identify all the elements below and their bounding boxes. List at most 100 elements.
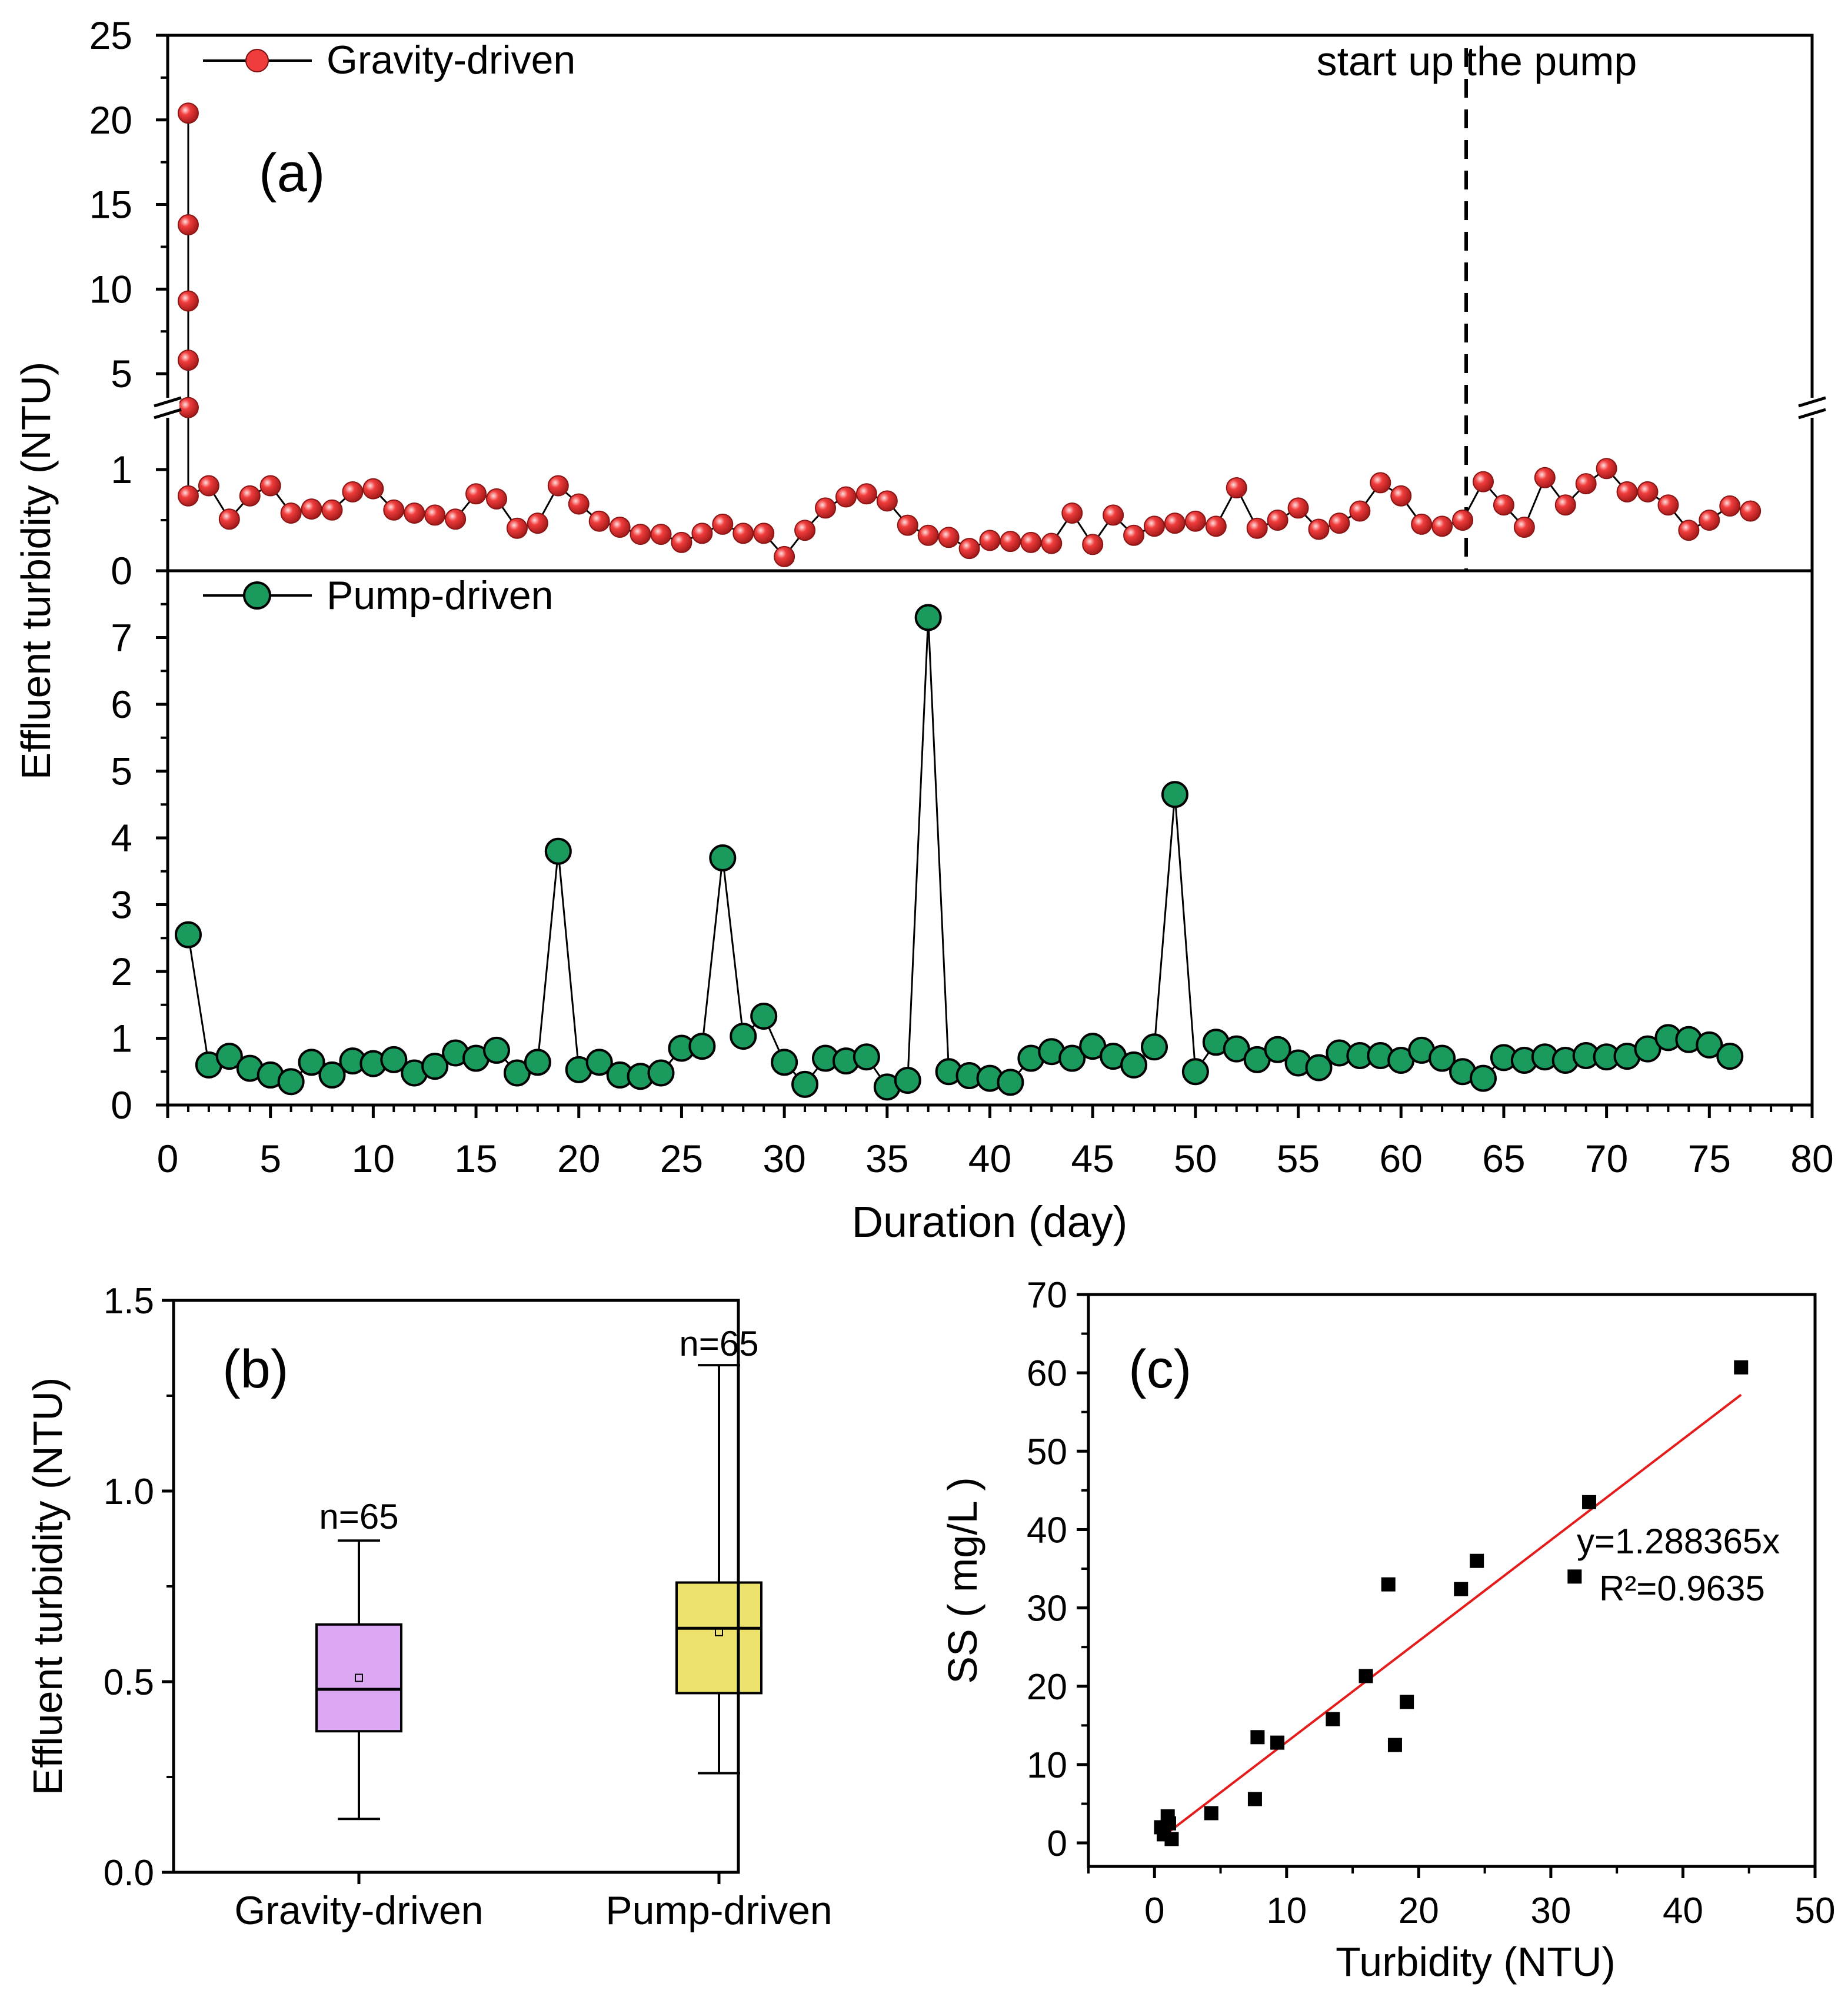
gravity-point (1473, 471, 1494, 492)
x-tick-label-c: 40 (1663, 1891, 1703, 1931)
category-gravity: Gravity-driven (234, 1888, 483, 1933)
y-tick-label-lower: 5 (111, 750, 132, 793)
pump-point (1716, 1043, 1744, 1070)
y-tick-label-lower: 4 (111, 816, 132, 860)
gravity-point (177, 214, 199, 236)
gravity-point (588, 510, 610, 532)
gravity-point (1554, 494, 1576, 516)
x-tick-label-a: 40 (968, 1137, 1011, 1180)
gravity-point (1205, 515, 1227, 537)
y-tick-label-lower: 6 (111, 683, 132, 726)
gravity-point (218, 508, 240, 530)
gravity-point (1740, 500, 1762, 522)
pump-point (585, 1049, 613, 1076)
y-tick-label-lower: 1 (111, 1017, 132, 1060)
fit-equation: y=1.288365x (1577, 1522, 1780, 1561)
y-tick-label-lower: 3 (111, 883, 132, 927)
gravity-point (1246, 517, 1268, 539)
scatter-point (1164, 1832, 1179, 1846)
gravity-point (1431, 515, 1453, 537)
pump-series-line (187, 617, 1730, 1089)
y-tick-label-upper: 15 (89, 183, 132, 227)
pump-point (1429, 1044, 1456, 1072)
gravity-point (650, 524, 672, 545)
panel-a-ylabel: Effluent turbidity (NTU) (13, 362, 59, 780)
x-tick-label-c: 10 (1266, 1891, 1307, 1931)
gravity-point (1267, 510, 1288, 531)
y-tick-label-upper-low: 0 (111, 549, 132, 593)
x-tick-label-a: 35 (865, 1137, 908, 1180)
panel-b-ylabel: Effluent turbidity (NTU) (25, 1377, 71, 1796)
pump-point (483, 1036, 510, 1064)
gravity-point (547, 475, 569, 497)
scatter-point (1358, 1669, 1373, 1683)
y-tick-label-c: 0 (1047, 1823, 1067, 1864)
gravity-point (815, 497, 836, 519)
panel-c-ylabel: SS ( mg/L ) (940, 1477, 985, 1683)
gravity-point (671, 531, 692, 553)
gravity-point (1082, 534, 1104, 555)
scatter-point (1387, 1738, 1402, 1752)
legend-pump: Pump-driven (203, 573, 554, 618)
gravity-point (691, 523, 713, 544)
gravity-point (1144, 515, 1165, 537)
axis-break-right (1798, 396, 1826, 420)
scatter-point (1582, 1495, 1597, 1509)
box-gravity (315, 1623, 402, 1733)
gravity-point (383, 499, 405, 521)
gravity-point (1226, 477, 1247, 498)
y-tick-label-c: 10 (1027, 1745, 1067, 1786)
gravity-point (732, 523, 754, 544)
x-tick-label-a: 5 (259, 1137, 281, 1180)
gravity-point (917, 524, 939, 546)
gravity-point (774, 545, 795, 567)
fit-r2: R²=0.9635 (1599, 1569, 1765, 1608)
gravity-point (794, 520, 816, 541)
legend-pump-label: Pump-driven (327, 573, 554, 618)
gravity-point (506, 517, 528, 539)
pump-point (730, 1023, 757, 1050)
pump-point (1305, 1054, 1333, 1081)
pump-point (1634, 1035, 1661, 1063)
pump-point (524, 1049, 551, 1076)
y-tick-label-upper-low: 1 (111, 448, 132, 491)
y-tick-label-upper: 5 (111, 352, 132, 395)
pump-point (1058, 1044, 1086, 1072)
scatter-point (1567, 1569, 1582, 1584)
gravity-point (342, 481, 364, 503)
panel-c-label: (c) (1128, 1339, 1191, 1399)
gravity-point (1493, 494, 1514, 516)
gravity-point (259, 475, 281, 497)
gravity-point (568, 493, 590, 515)
x-tick-label-a: 25 (660, 1137, 703, 1180)
x-tick-label-c: 0 (1144, 1891, 1164, 1931)
gravity-point (1411, 513, 1433, 535)
panel-a: 0 5 10 15 20 25 30 35 40 45 50 55 60 65 70 75 8051015202… (13, 14, 1834, 1246)
gravity-point (1184, 510, 1206, 532)
pump-point (1120, 1051, 1148, 1079)
y-tick-label-c: 20 (1027, 1667, 1067, 1708)
gravity-point (1637, 481, 1659, 503)
y-tick-label-c: 40 (1027, 1510, 1067, 1550)
legend-gravity-marker (245, 49, 269, 72)
gravity-point (177, 102, 199, 124)
panel-a-xlabel: Duration (day) (852, 1197, 1128, 1246)
x-tick-label-a: 10 (352, 1137, 395, 1180)
pump-point (688, 1033, 716, 1060)
gravity-point (876, 490, 898, 512)
y-tick-label-lower: 2 (111, 950, 132, 993)
gravity-point (609, 517, 631, 538)
gravity-point (1719, 495, 1741, 517)
y-tick-label-c: 50 (1027, 1432, 1067, 1472)
pump-point (215, 1043, 243, 1070)
scatter-point (1326, 1712, 1340, 1726)
pump-point (853, 1043, 880, 1071)
pump-point (914, 604, 942, 631)
mean-marker (355, 1673, 363, 1682)
x-tick-label-a: 80 (1790, 1137, 1833, 1180)
scatter-point (1454, 1582, 1469, 1596)
panel-c-xlabel: Turbidity (NTU) (1336, 1939, 1616, 1985)
gravity-point (1513, 517, 1535, 538)
gravity-point (362, 478, 384, 500)
scatter-point (1400, 1695, 1414, 1709)
